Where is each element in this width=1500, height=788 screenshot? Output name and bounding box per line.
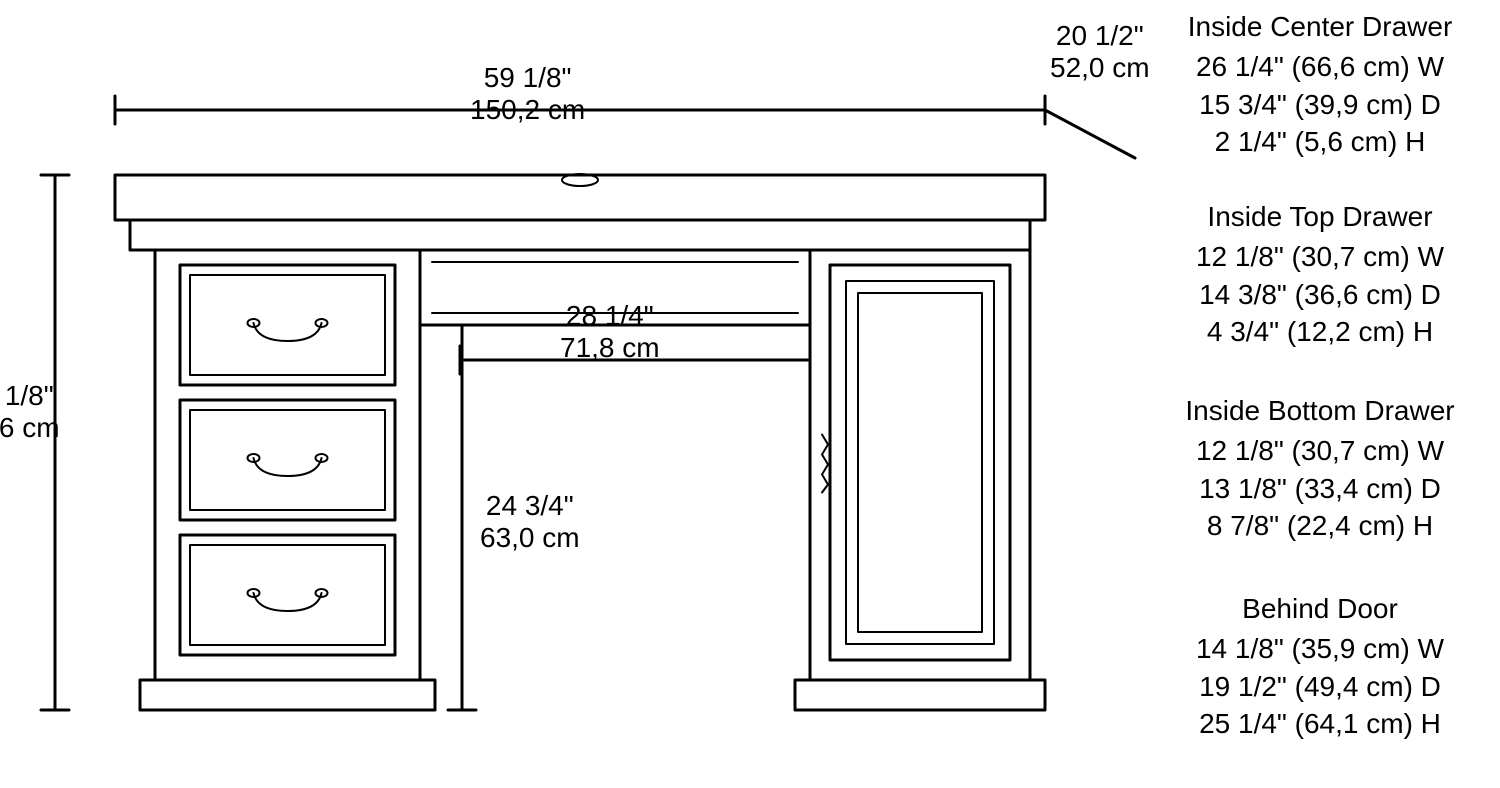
spec-line: 13 1/8" (33,4 cm) D: [1155, 470, 1485, 508]
dim-width-metric: 150,2 cm: [470, 94, 585, 126]
dim-width-imperial: 59 1/8": [470, 62, 585, 94]
dim-knee-height-metric: 63,0 cm: [480, 522, 580, 554]
spec-line: 2 1/4" (5,6 cm) H: [1155, 123, 1485, 161]
dim-knee-height-imperial: 24 3/4": [480, 490, 580, 522]
spec-line: 4 3/4" (12,2 cm) H: [1155, 313, 1485, 351]
spec-line: 12 1/8" (30,7 cm) W: [1155, 238, 1485, 276]
spec-title: Inside Bottom Drawer: [1155, 392, 1485, 430]
dim-depth-imperial: 20 1/2": [1050, 20, 1150, 52]
dim-depth-label: 20 1/2" 52,0 cm: [1050, 20, 1150, 84]
spec-line: 25 1/4" (64,1 cm) H: [1155, 705, 1485, 743]
dim-knee-height-label: 24 3/4" 63,0 cm: [480, 490, 580, 554]
dim-knee-width-imperial: 28 1/4": [560, 300, 660, 332]
spec-line: 14 1/8" (35,9 cm) W: [1155, 630, 1485, 668]
spec-line: 19 1/2" (49,4 cm) D: [1155, 668, 1485, 706]
spec-line: 8 7/8" (22,4 cm) H: [1155, 507, 1485, 545]
dim-height-metric: 76,6 cm: [0, 412, 60, 444]
dim-height-imperial: 30 1/8": [0, 380, 60, 412]
spec-line: 12 1/8" (30,7 cm) W: [1155, 432, 1485, 470]
spec-block: Inside Bottom Drawer12 1/8" (30,7 cm) W1…: [1155, 392, 1485, 545]
spec-line: 26 1/4" (66,6 cm) W: [1155, 48, 1485, 86]
dim-knee-width-label: 28 1/4" 71,8 cm: [560, 300, 660, 364]
spec-title: Behind Door: [1155, 590, 1485, 628]
spec-line: 14 3/8" (36,6 cm) D: [1155, 276, 1485, 314]
spec-title: Inside Top Drawer: [1155, 198, 1485, 236]
dim-height-label: 30 1/8" 76,6 cm: [0, 380, 60, 444]
spec-line: 15 3/4" (39,9 cm) D: [1155, 86, 1485, 124]
spec-block: Inside Top Drawer12 1/8" (30,7 cm) W14 3…: [1155, 198, 1485, 351]
spec-block: Inside Center Drawer26 1/4" (66,6 cm) W1…: [1155, 8, 1485, 161]
spec-block: Behind Door14 1/8" (35,9 cm) W19 1/2" (4…: [1155, 590, 1485, 743]
dim-width-label: 59 1/8" 150,2 cm: [470, 62, 585, 126]
dim-depth-metric: 52,0 cm: [1050, 52, 1150, 84]
spec-title: Inside Center Drawer: [1155, 8, 1485, 46]
dim-knee-width-metric: 71,8 cm: [560, 332, 660, 364]
